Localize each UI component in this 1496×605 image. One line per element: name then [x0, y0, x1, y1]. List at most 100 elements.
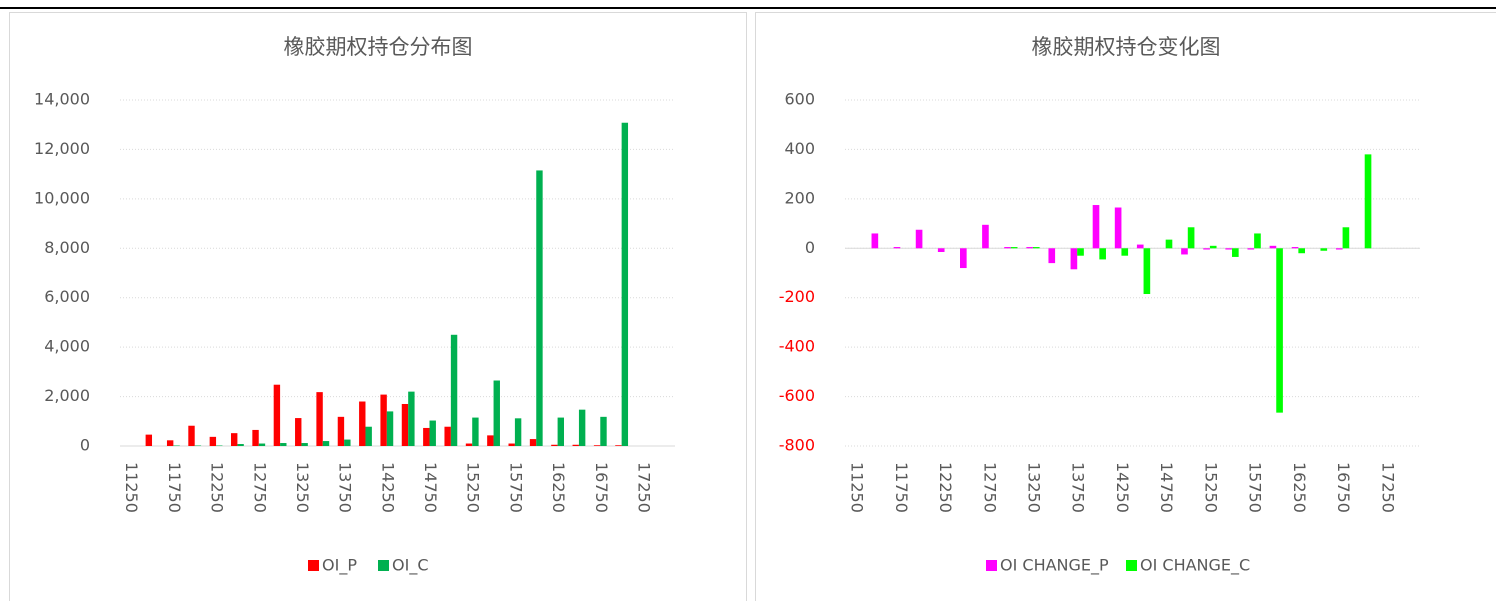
y-tick-label: 6,000: [44, 287, 90, 306]
x-tick-label: 11250: [848, 462, 867, 513]
bar: [1232, 248, 1239, 257]
bar: [536, 170, 542, 446]
legend-label: OI_C: [392, 556, 428, 576]
bar: [1276, 248, 1283, 412]
legend-label: OI CHANGE_C: [1140, 556, 1250, 576]
bar: [982, 225, 989, 248]
bar: [466, 444, 472, 446]
x-tick-label: 12250: [936, 462, 955, 513]
legend-swatch: [308, 560, 319, 571]
bar: [188, 426, 194, 446]
bar: [252, 430, 258, 446]
bar: [494, 381, 500, 446]
bar: [323, 441, 329, 446]
bar: [573, 445, 579, 446]
y-tick-label: -400: [779, 337, 815, 356]
bar: [316, 392, 322, 446]
bar: [444, 427, 450, 446]
bar: [146, 435, 152, 446]
y-tick-label: 8,000: [44, 238, 90, 257]
bar: [872, 233, 879, 248]
bar: [387, 411, 393, 446]
x-tick-label: 15750: [1246, 462, 1265, 513]
bar: [231, 433, 237, 446]
bar: [280, 443, 286, 446]
bar: [600, 417, 606, 446]
legend-swatch: [986, 560, 997, 571]
bar: [344, 440, 350, 446]
bar: [1343, 227, 1350, 248]
bar: [594, 445, 600, 446]
bar: [1026, 247, 1033, 248]
bar: [509, 444, 515, 446]
bar: [1292, 247, 1299, 248]
x-tick-label: 15750: [506, 462, 525, 513]
x-tick-label: 13750: [1069, 462, 1088, 513]
bar: [423, 428, 429, 446]
x-tick-label: 17250: [1378, 462, 1397, 513]
x-tick-label: 13750: [336, 462, 355, 513]
bar: [274, 385, 280, 446]
bar: [579, 410, 585, 446]
y-tick-label: 10,000: [34, 188, 90, 207]
bar: [295, 418, 301, 446]
legend-label: OI CHANGE_P: [1000, 556, 1109, 576]
y-tick-label: 200: [784, 188, 815, 207]
x-tick-label: 14750: [421, 462, 440, 513]
y-tick-label: 2,000: [44, 386, 90, 405]
bar: [487, 435, 493, 446]
x-tick-label: 12750: [980, 462, 999, 513]
bar: [1137, 245, 1144, 249]
legend-label: OI_P: [322, 556, 357, 576]
y-tick-label: 4,000: [44, 337, 90, 356]
bar: [916, 230, 923, 249]
bar: [1004, 247, 1011, 248]
y-tick-label: 12,000: [34, 139, 90, 158]
bar: [380, 395, 386, 446]
legend-swatch: [378, 560, 389, 571]
bar: [237, 444, 243, 446]
legend-swatch: [1126, 560, 1137, 571]
bar: [1144, 248, 1151, 294]
bar: [1033, 247, 1040, 248]
bar: [472, 418, 478, 446]
bar: [1188, 227, 1195, 248]
bar: [1077, 248, 1084, 255]
x-tick-label: 11250: [122, 462, 141, 513]
x-tick-label: 12750: [250, 462, 269, 513]
bar: [622, 123, 628, 446]
bar: [530, 439, 536, 446]
x-tick-label: 13250: [293, 462, 312, 513]
x-tick-label: 16750: [1334, 462, 1353, 513]
bar: [1166, 240, 1173, 249]
bar: [301, 443, 307, 446]
x-tick-label: 14250: [378, 462, 397, 513]
bar: [1336, 248, 1343, 249]
bar: [210, 437, 216, 446]
bar: [1121, 248, 1128, 255]
bar: [402, 404, 408, 446]
bar: [359, 402, 365, 446]
bar: [1093, 205, 1100, 248]
y-tick-label: 14,000: [34, 90, 90, 109]
bar: [167, 440, 173, 446]
y-tick-label: -800: [779, 436, 815, 455]
x-tick-label: 11750: [165, 462, 184, 513]
x-tick-label: 15250: [464, 462, 483, 513]
x-tick-label: 14250: [1113, 462, 1132, 513]
bar: [558, 418, 564, 446]
bar: [938, 248, 945, 252]
y-tick-label: -200: [779, 287, 815, 306]
x-tick-label: 16250: [549, 462, 568, 513]
y-tick-label: 400: [784, 139, 815, 158]
bar: [615, 445, 621, 446]
bar: [1225, 248, 1232, 249]
bar: [551, 445, 557, 446]
bar: [1248, 248, 1255, 249]
x-tick-label: 16250: [1290, 462, 1309, 513]
bar: [1048, 248, 1055, 263]
x-tick-label: 11750: [892, 462, 911, 513]
y-tick-label: -600: [779, 386, 815, 405]
bar: [1298, 248, 1305, 253]
